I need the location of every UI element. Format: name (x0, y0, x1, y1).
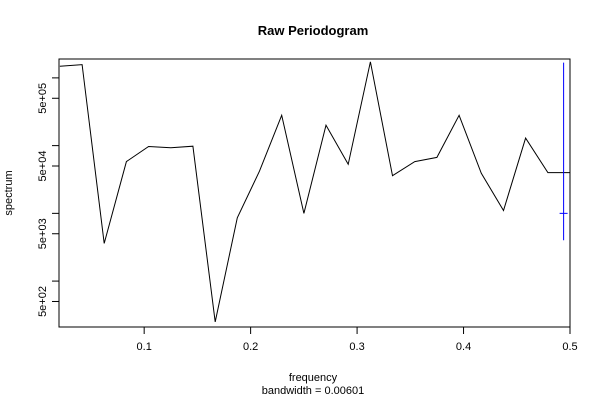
x-tick-label: 0.3 (349, 341, 364, 353)
y-tick-label: 5e+04 (37, 151, 49, 182)
y-tick-label: 5e+05 (37, 83, 49, 114)
series-layer (59, 61, 570, 323)
x-axis: 0.1 0.2 0.3 0.4 0.5 (137, 326, 578, 353)
x-tick-label: 0.1 (137, 341, 152, 353)
x-tick-label: 0.5 (562, 341, 577, 353)
y-axis: 5e+02 5e+03 5e+04 5e+05 (37, 77, 60, 317)
chart-title: Raw Periodogram (258, 23, 369, 38)
x-axis-sublabel: bandwidth = 0.00601 (262, 385, 364, 397)
confidence-interval (559, 62, 568, 241)
x-tick-label: 0.4 (456, 341, 471, 353)
x-axis-label: frequency (289, 372, 338, 384)
x-tick-label: 0.2 (243, 341, 258, 353)
y-tick-label: 5e+03 (37, 218, 49, 249)
y-axis-label: spectrum (3, 170, 15, 215)
y-tick-label: 5e+02 (37, 286, 49, 317)
series-line (59, 61, 570, 323)
